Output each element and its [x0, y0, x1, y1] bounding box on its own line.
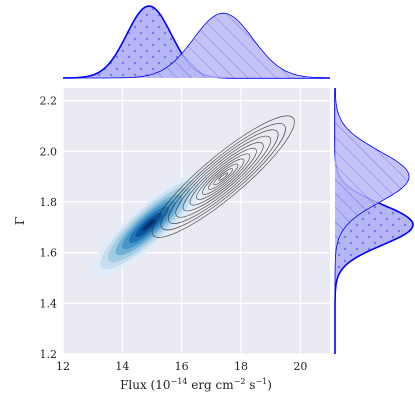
line-contour-level: [182, 142, 264, 212]
right-marginal-kde: [334, 88, 414, 354]
kde-contours: [91, 115, 295, 278]
line-contour-level: [202, 158, 245, 195]
right-marginal-fill: [335, 88, 413, 354]
x-axis-label: Flux (10−14 erg cm−2 s−1): [120, 377, 272, 392]
top-marginal-kde: [62, 5, 330, 79]
right-marginal-fill: [335, 88, 410, 354]
y-tick-label: 1.4: [40, 297, 58, 310]
x-tick-label: 18: [234, 360, 248, 373]
line-contour-level: [208, 163, 239, 190]
right-marginal-line: [334, 88, 410, 354]
line-contour-level: [167, 129, 279, 224]
filled-contour-level: [142, 218, 156, 231]
line-contour-level: [213, 168, 234, 186]
tick-labels: 12 14 16 18 20 1.2 1.4 1.6 1.8 2.0 2.2: [40, 95, 308, 373]
plot-background: [63, 88, 330, 354]
y-tick-label: 2.2: [40, 95, 58, 108]
top-marginal-fill: [63, 13, 330, 79]
x-tick-label: 16: [175, 360, 189, 373]
y-tick-label: 2.0: [40, 145, 58, 158]
line-contour-level: [151, 115, 295, 238]
x-tick-label: 12: [56, 360, 70, 373]
top-marginal-fill: [63, 6, 330, 78]
line-contour-level: [189, 147, 257, 206]
y-tick-label: 1.6: [40, 247, 58, 260]
line-contour-level: [218, 172, 228, 181]
line-contour-level: [175, 135, 272, 218]
y-tick-label: 1.8: [40, 196, 58, 209]
grid-lines: [62, 88, 330, 355]
x-tick-label: 14: [115, 360, 129, 373]
line-contour-level: [160, 123, 286, 231]
x-tick-label: 20: [293, 360, 307, 373]
line-contour-level: [196, 153, 251, 200]
top-marginal-line: [63, 12, 330, 79]
y-axis-label: Γ: [13, 217, 27, 225]
y-tick-label: 1.2: [40, 348, 58, 361]
